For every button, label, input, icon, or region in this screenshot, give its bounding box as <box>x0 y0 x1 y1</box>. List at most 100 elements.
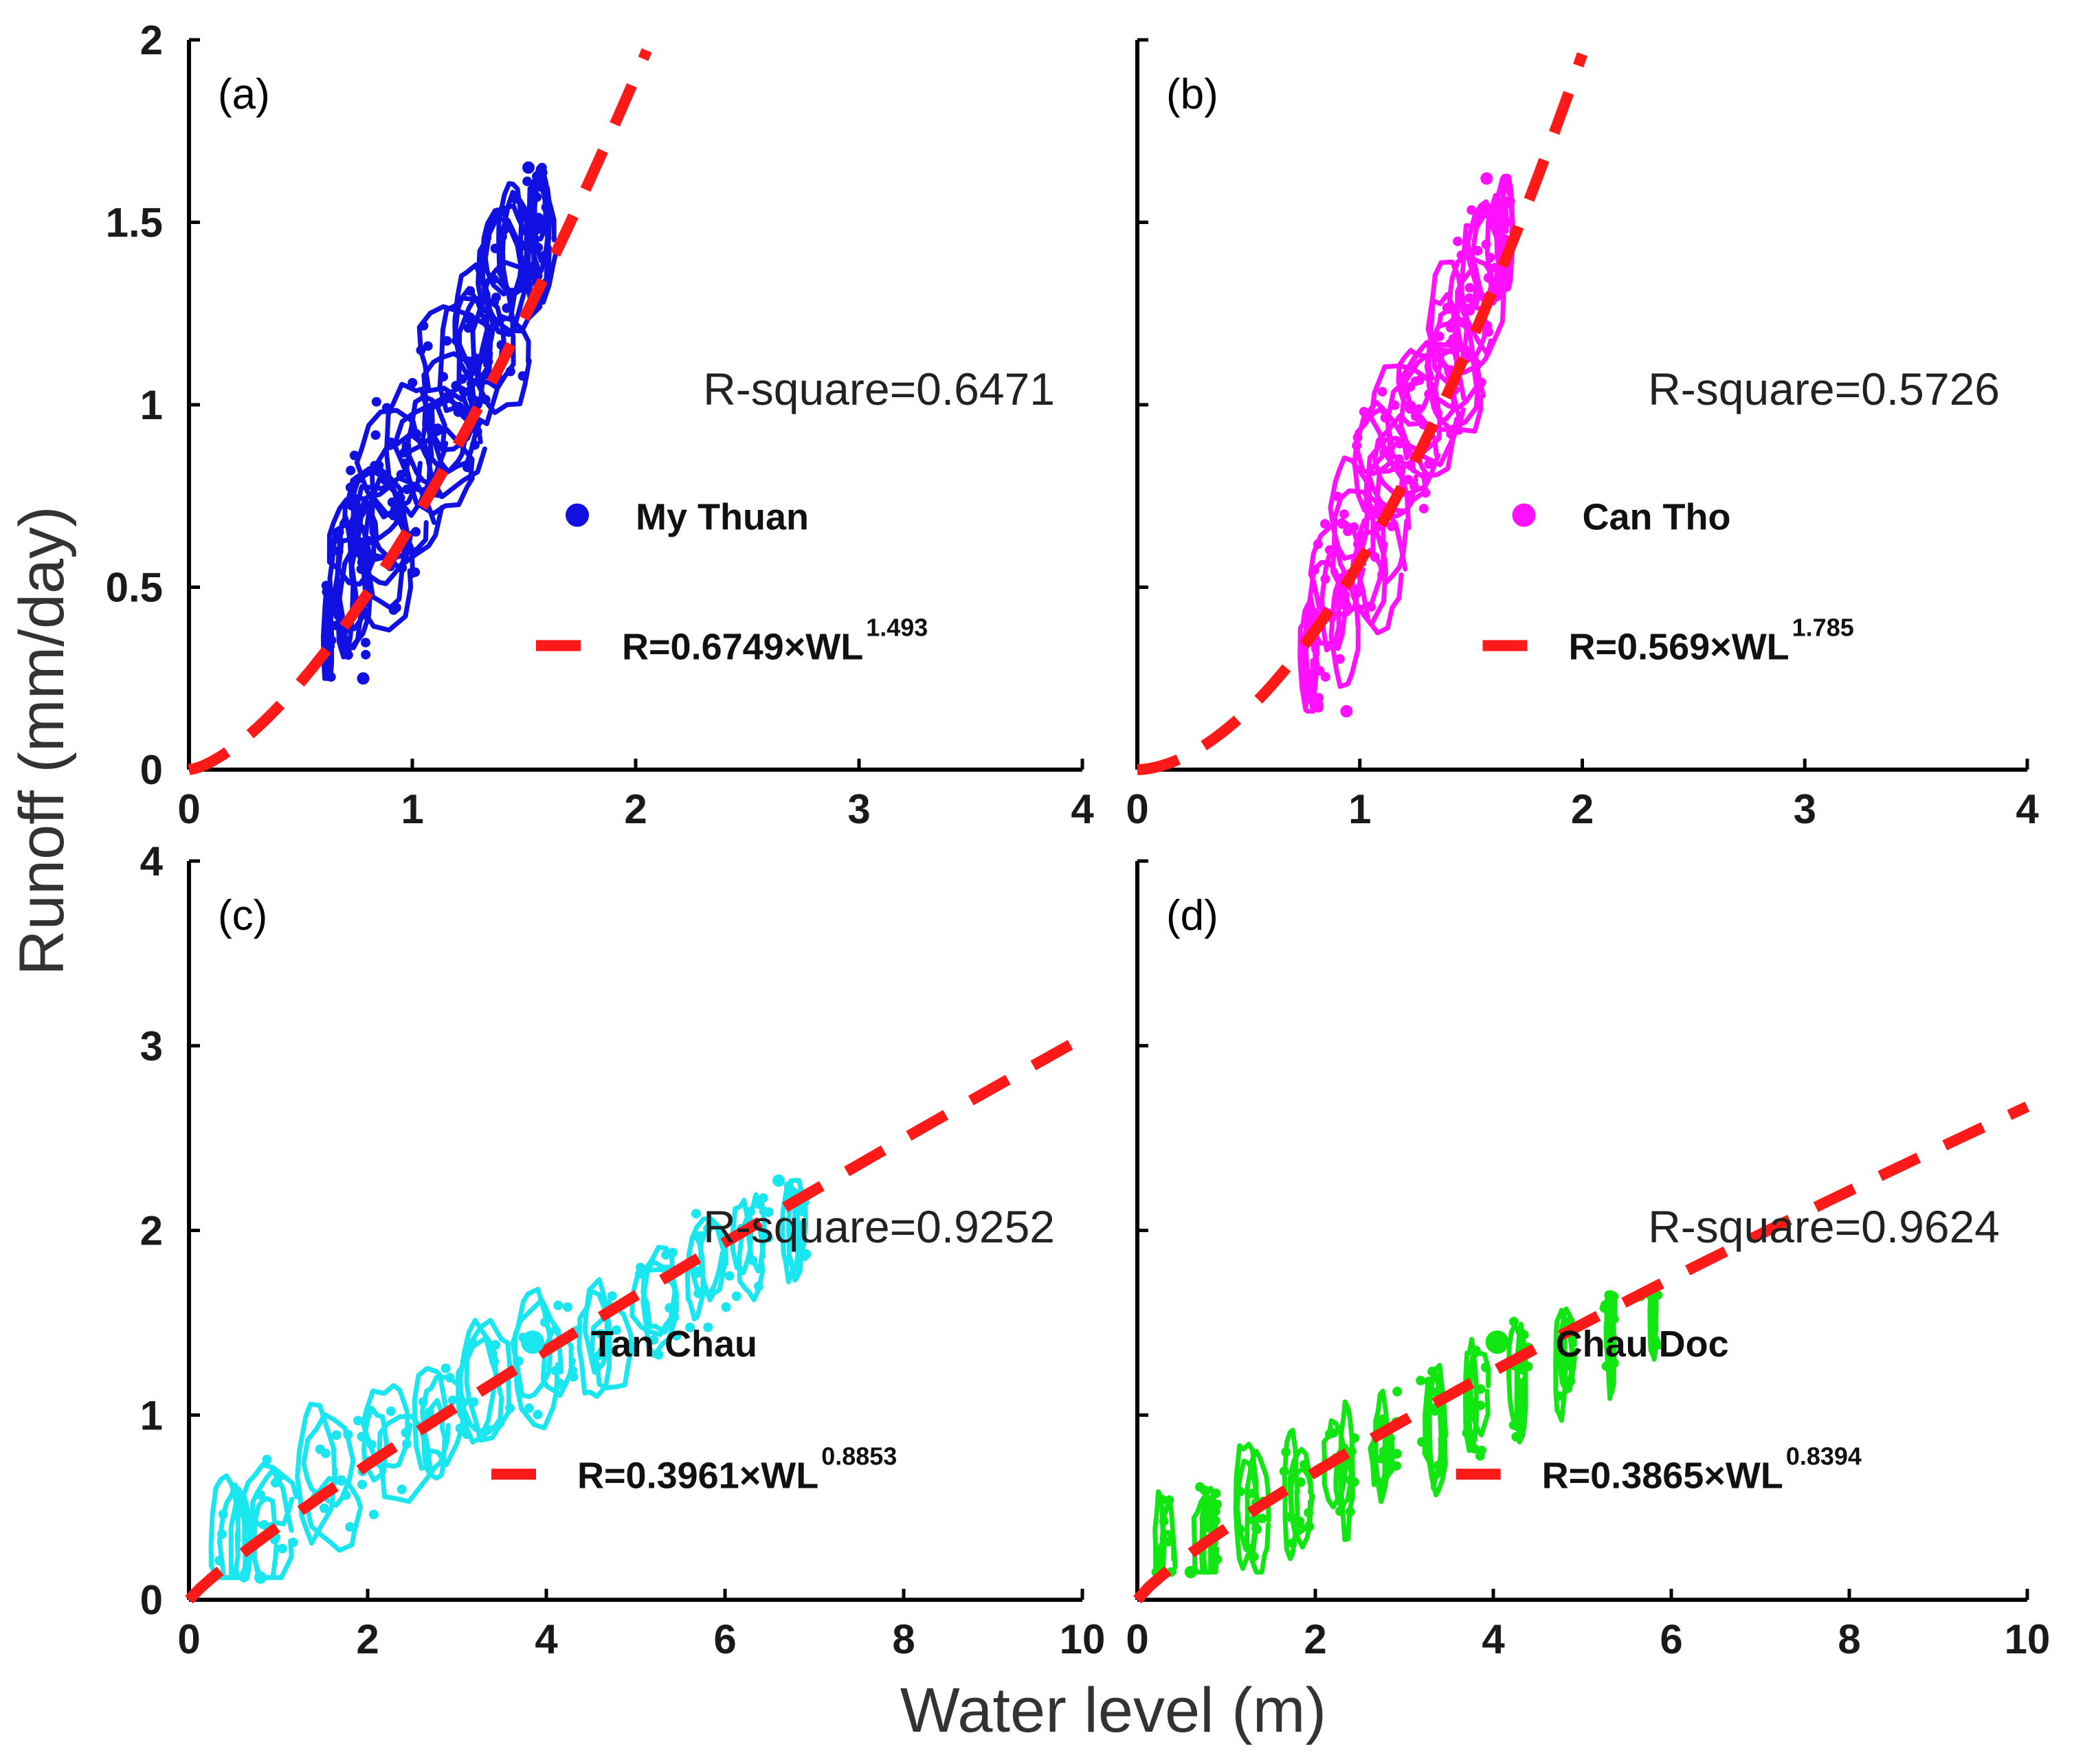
observed-point <box>703 1224 713 1234</box>
panel-2: 0 1 2 3 4 (b) R-square=0.5726 Can Tho R=0.569×WL… <box>1126 38 2039 832</box>
observed-point <box>1555 1350 1565 1360</box>
observed-point <box>491 1340 501 1350</box>
observed-point <box>343 1429 353 1440</box>
observed-point <box>262 1455 272 1464</box>
observed-point <box>1467 1405 1477 1415</box>
x-axis-title: Water level (m) <box>900 1675 1326 1745</box>
x-tick-label: 4 <box>2016 786 2039 832</box>
observed-point <box>783 1181 794 1191</box>
x-tick-label: 0 <box>1126 1616 1148 1662</box>
observed-point <box>1345 1506 1355 1517</box>
observed-point <box>1310 607 1320 618</box>
observed-point <box>1464 1431 1474 1442</box>
observed-point <box>216 1529 227 1539</box>
observed-point <box>345 1522 355 1532</box>
panel-label: (d) <box>1166 892 1218 939</box>
observed-point <box>553 1300 564 1310</box>
observed-point <box>490 243 500 254</box>
observed-point <box>364 535 373 546</box>
y-tick-label: 1 <box>140 382 163 428</box>
observed-point <box>1427 1366 1437 1376</box>
observed-point <box>1424 389 1434 399</box>
observed-point <box>1304 1508 1314 1518</box>
observed-point <box>411 526 421 537</box>
observed-point <box>1299 1460 1309 1470</box>
observed-point <box>1471 1346 1481 1356</box>
observed-point <box>462 1429 472 1439</box>
observed-point <box>649 1335 659 1345</box>
observed-point <box>483 1425 493 1435</box>
observed-point <box>1337 599 1348 610</box>
observed-point <box>1434 331 1445 342</box>
legend-fit-exponent: 1.785 <box>1792 613 1854 641</box>
observed-loop <box>1338 1399 1355 1543</box>
legend-marker <box>1485 1330 1509 1354</box>
observed-point <box>1476 1445 1486 1455</box>
observed-point <box>469 1397 479 1407</box>
observed-point <box>1211 1488 1221 1499</box>
observed-point <box>1647 1328 1658 1339</box>
observed-point <box>795 1220 805 1231</box>
observed-point <box>550 1365 561 1376</box>
x-tick-label: 2 <box>1571 786 1594 832</box>
observed-point <box>1483 273 1493 283</box>
observed-point <box>1359 407 1369 417</box>
observed-loop <box>589 1304 636 1391</box>
observed-loop <box>686 1216 726 1297</box>
observed-point <box>1605 1338 1615 1348</box>
observed-point <box>1287 1538 1297 1548</box>
observed-point <box>334 527 344 537</box>
observed-point <box>370 430 381 440</box>
legend-marker <box>1512 503 1536 527</box>
observed-point <box>438 372 449 382</box>
observed-point <box>669 1312 680 1322</box>
observed-point <box>1333 491 1343 502</box>
observed-point <box>533 1409 543 1420</box>
observed-point <box>1325 545 1335 555</box>
x-tick-label: 2 <box>356 1616 379 1662</box>
legend-station: Can Tho <box>1583 497 1731 538</box>
observed-loop <box>361 1405 390 1483</box>
observed-point <box>1604 1290 1614 1300</box>
observed-point <box>396 469 406 480</box>
observed-point <box>1444 304 1454 314</box>
observed-point <box>1376 1453 1387 1464</box>
observed-loop <box>326 494 379 587</box>
r-square-label: R-square=0.5726 <box>1648 364 2000 414</box>
observed-point <box>341 1490 351 1500</box>
observed-point <box>447 1395 458 1405</box>
observed-loop <box>1553 1308 1568 1423</box>
observed-point <box>1519 1330 1529 1340</box>
observed-point <box>457 374 467 384</box>
y-tick-label: 0 <box>140 747 163 793</box>
x-tick-label: 1 <box>401 786 423 832</box>
observed-point <box>1159 1516 1169 1526</box>
observed-point <box>503 222 513 232</box>
x-tick-label: 1 <box>1348 786 1371 832</box>
observed-point <box>368 1509 379 1519</box>
observed-point <box>1310 659 1320 669</box>
observed-point <box>455 1423 465 1433</box>
observed-point <box>1430 1387 1440 1397</box>
observed-point <box>1599 1303 1609 1313</box>
observed-point <box>522 161 535 174</box>
observed-point <box>745 1207 755 1216</box>
observed-point <box>346 465 356 476</box>
observed-point <box>1481 239 1491 249</box>
observed-point <box>1473 359 1482 370</box>
observed-point <box>1430 1406 1440 1416</box>
observed-point <box>1339 509 1349 520</box>
observed-point <box>333 534 344 544</box>
x-tick-label: 6 <box>1660 1616 1682 1662</box>
observed-point <box>1565 1376 1576 1386</box>
observed-point <box>537 162 547 172</box>
observed-point <box>505 1403 515 1414</box>
observed-loop <box>419 1374 467 1468</box>
x-tick-label: 4 <box>1482 1616 1505 1662</box>
observed-point <box>1453 236 1463 247</box>
observed-point <box>343 650 353 660</box>
observed-point <box>1554 1391 1565 1401</box>
observed-point <box>533 243 544 253</box>
observed-point <box>539 250 550 260</box>
